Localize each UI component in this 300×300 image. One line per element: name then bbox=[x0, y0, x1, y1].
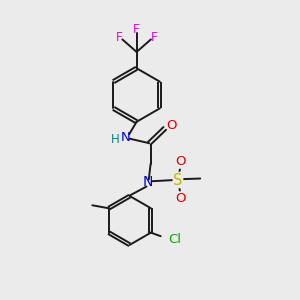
Text: F: F bbox=[116, 32, 122, 44]
Text: O: O bbox=[175, 192, 186, 205]
Text: O: O bbox=[175, 155, 186, 168]
Text: F: F bbox=[151, 32, 158, 44]
Text: O: O bbox=[166, 119, 177, 132]
Text: N: N bbox=[121, 131, 130, 144]
Text: Cl: Cl bbox=[169, 233, 182, 246]
Text: N: N bbox=[143, 176, 153, 189]
Text: H: H bbox=[111, 133, 119, 146]
Text: S: S bbox=[173, 172, 183, 188]
Text: F: F bbox=[133, 23, 140, 36]
